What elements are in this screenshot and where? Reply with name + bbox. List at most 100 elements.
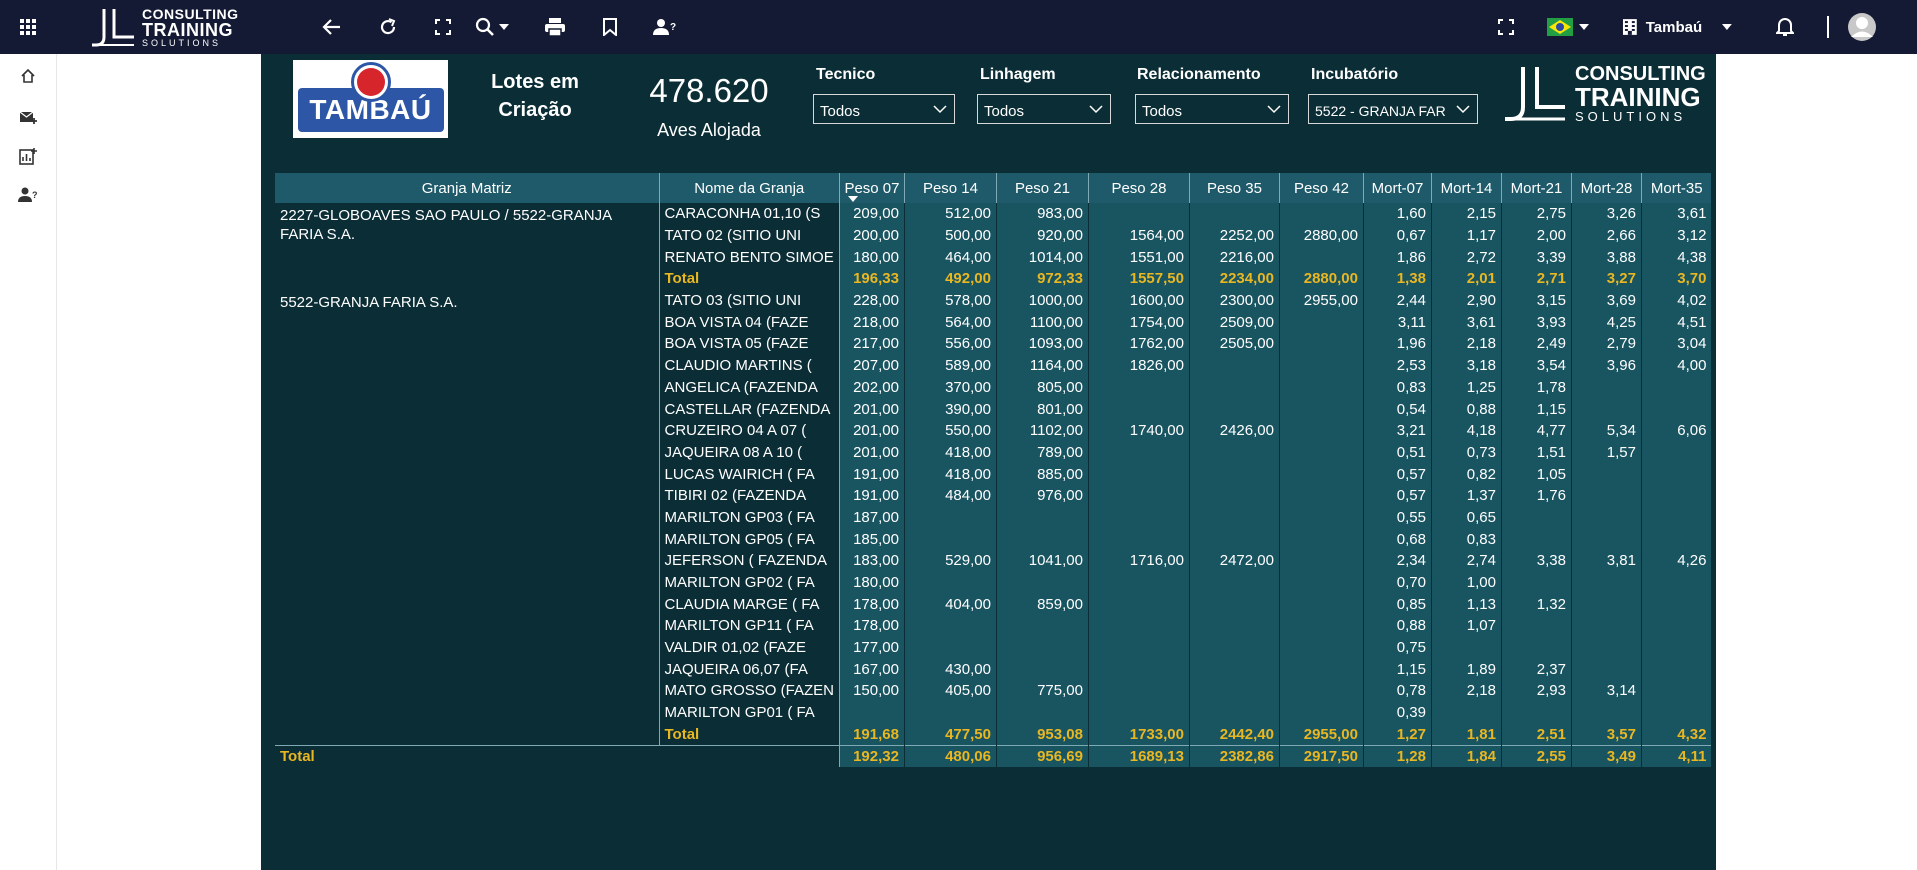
back-arrow-icon[interactable] — [318, 0, 346, 54]
table-cell: 191,00 — [838, 484, 905, 507]
table-cell: 0,88 — [1362, 615, 1432, 637]
table-row[interactable]: BOA VISTA 05 (FAZE 217,00 556,00 1093,00 176… — [275, 333, 1712, 355]
table-cell: 1,96 — [1362, 333, 1432, 355]
table-cell: 1,89 — [1430, 658, 1502, 681]
table-cell: 3,49 — [1570, 744, 1642, 767]
table-row[interactable]: ANGELICA (FAZENDA 202,00 370,00 805,00 0,83 1… — [275, 376, 1712, 399]
table-cell: 477,50 — [903, 723, 997, 746]
table-row[interactable]: CASTELLAR (FAZENDA 201,00 390,00 801,00 0,54… — [275, 398, 1712, 420]
table-row[interactable]: CRUZEIRO 04 A 07 (201,00 550,00 1102,00 174… — [275, 419, 1712, 442]
table-row[interactable]: 2227-GLOBOAVES SAO PAULO / 5522-GRANJA F… — [275, 203, 1712, 243]
apps-grid-icon[interactable] — [14, 0, 42, 54]
table-cell — [1640, 636, 1712, 659]
table-cell: 3,15 — [1500, 289, 1572, 312]
table-cell: 1,27 — [1362, 723, 1432, 746]
table-cell: 4,77 — [1500, 419, 1572, 442]
refresh-icon[interactable] — [374, 0, 402, 54]
fullscreen-icon[interactable] — [1494, 0, 1518, 54]
organization-dropdown[interactable]: Tambaú — [1622, 0, 1732, 54]
report-add-icon[interactable] — [16, 144, 40, 168]
table-cell: 2252,00 — [1188, 224, 1280, 247]
table-row[interactable]: RENATO BENTO SIMOE 180,00 464,00 1014,00 155… — [275, 246, 1712, 269]
table-cell: 1,60 — [1362, 203, 1432, 225]
table-cell: 859,00 — [995, 593, 1089, 616]
table-cell — [1640, 506, 1712, 529]
column-header[interactable]: Peso 14 — [903, 173, 997, 203]
fit-screen-icon[interactable] — [429, 0, 457, 54]
table-row[interactable]: MATO GROSSO (FAZEN 150,00 405,00 775,00 0,78… — [275, 680, 1712, 702]
table-cell: 529,00 — [903, 550, 997, 572]
column-header[interactable]: Mort-21 — [1500, 173, 1572, 203]
zoom-dropdown-button[interactable] — [470, 0, 514, 54]
table-cell — [995, 571, 1089, 594]
filter-relacionamento-dropdown[interactable]: Todos — [1135, 94, 1289, 124]
table-row[interactable]: TIBIRI 02 (FAZENDA 191,00 484,00 976,00 0,57… — [275, 484, 1712, 507]
table-row[interactable]: MARILTON GP11 ( FA 178,00 0,88 1,07 — [275, 615, 1712, 637]
brazil-flag-icon — [1547, 18, 1573, 36]
column-header[interactable]: Peso 28 — [1087, 173, 1190, 203]
filter-tecnico-dropdown[interactable]: Todos — [813, 94, 955, 124]
table-cell: 196,33 — [838, 268, 905, 290]
table-row[interactable]: MARILTON GP02 ( FA 180,00 0,70 1,00 — [275, 571, 1712, 594]
mail-add-icon[interactable] — [16, 105, 40, 129]
column-header[interactable]: Mort-14 — [1430, 173, 1502, 203]
table-cell: 3,12 — [1640, 224, 1712, 247]
table-row[interactable]: CLAUDIA MARGE ( FA 178,00 404,00 859,00 0,85… — [275, 593, 1712, 616]
table-cell: 4,32 — [1640, 723, 1712, 746]
table-cell: 789,00 — [995, 441, 1089, 464]
table-row[interactable]: LUCAS WAIRICH ( FA 191,00 418,00 885,00 0,57… — [275, 463, 1712, 485]
table-row[interactable]: JAQUEIRA 06,07 (FA 167,00 430,00 1,15 1,89 2,… — [275, 658, 1712, 681]
column-header[interactable]: Peso 42 — [1278, 173, 1364, 203]
table-cell: 484,00 — [903, 484, 997, 507]
user-help-icon[interactable]: ? — [651, 0, 679, 54]
filter-incubatorio-dropdown[interactable]: 5522 - GRANJA FAR — [1308, 94, 1478, 124]
table-cell — [995, 701, 1089, 724]
column-header[interactable]: Mort-28 — [1570, 173, 1642, 203]
user-avatar[interactable] — [1846, 0, 1878, 54]
granja-name-cell: BOA VISTA 04 (FAZE — [658, 311, 840, 334]
table-row[interactable]: MARILTON GP03 ( FA 187,00 0,55 0,65 — [275, 506, 1712, 529]
cts-line-1: CONSULTING — [1575, 62, 1706, 85]
table-row[interactable]: MARILTON GP05 ( FA 185,00 0,68 0,83 — [275, 528, 1712, 550]
table-row[interactable]: 5522-GRANJA FARIA S.A. TATO 03 (SITIO UNI… — [275, 289, 1712, 312]
table-cell: 953,08 — [995, 723, 1089, 746]
caret-down-icon — [1579, 24, 1589, 30]
print-icon[interactable] — [540, 0, 570, 54]
table-row[interactable]: CLAUDIO MARTINS (207,00 589,00 1164,00 1826… — [275, 354, 1712, 377]
table-row[interactable]: MARILTON GP01 ( FA 0,39 — [275, 701, 1712, 724]
column-header[interactable]: Nome da Granja — [658, 173, 840, 203]
column-header[interactable]: Peso 35 — [1188, 173, 1280, 203]
table-cell — [1087, 484, 1190, 507]
table-row[interactable]: JEFERSON ( FAZENDA 183,00 529,00 1041,00 171… — [275, 550, 1712, 572]
table-cell: 2,34 — [1362, 550, 1432, 572]
table-cell: 3,27 — [1570, 268, 1642, 290]
table-cell: 167,00 — [838, 658, 905, 681]
weights-mortality-table: Granja Matriz Nome da Granja Peso 07 Peso 1… — [275, 173, 1712, 767]
table-cell — [1087, 593, 1190, 616]
language-dropdown[interactable] — [1544, 0, 1592, 54]
table-cell: 418,00 — [903, 463, 997, 485]
column-header[interactable]: Peso 21 — [995, 173, 1089, 203]
table-row[interactable]: BOA VISTA 04 (FAZE 218,00 564,00 1100,00 175… — [275, 311, 1712, 334]
table-row[interactable]: TATO 02 (SITIO UNI 200,00 500,00 920,00 1564… — [275, 224, 1712, 247]
bookmark-icon[interactable] — [597, 0, 623, 54]
filter-linhagem-dropdown[interactable]: Todos — [977, 94, 1111, 124]
table-row[interactable]: VALDIR 01,02 (FAZE 177,00 0,75 — [275, 636, 1712, 659]
table-cell — [1188, 398, 1280, 420]
column-header[interactable]: Granja Matriz — [275, 173, 659, 203]
column-header[interactable]: Mort-35 — [1640, 173, 1712, 203]
table-cell: 2,72 — [1430, 246, 1502, 269]
table-cell: 1600,00 — [1087, 289, 1190, 312]
table-cell: 1,37 — [1430, 484, 1502, 507]
table-cell — [1188, 571, 1280, 594]
user-help-icon[interactable]: ? — [16, 183, 40, 207]
left-sidebar: ? — [0, 54, 57, 870]
column-header[interactable]: Mort-07 — [1362, 173, 1432, 203]
column-header[interactable]: Peso 07 — [838, 173, 905, 203]
notification-bell-icon[interactable] — [1772, 0, 1798, 54]
table-cell: 150,00 — [838, 680, 905, 702]
table-row[interactable]: JAQUEIRA 08 A 10 (201,00 418,00 789,00 0,51… — [275, 441, 1712, 464]
home-icon[interactable] — [16, 64, 40, 88]
table-cell — [1188, 615, 1280, 637]
kpi-value: 478.620 — [649, 72, 769, 109]
